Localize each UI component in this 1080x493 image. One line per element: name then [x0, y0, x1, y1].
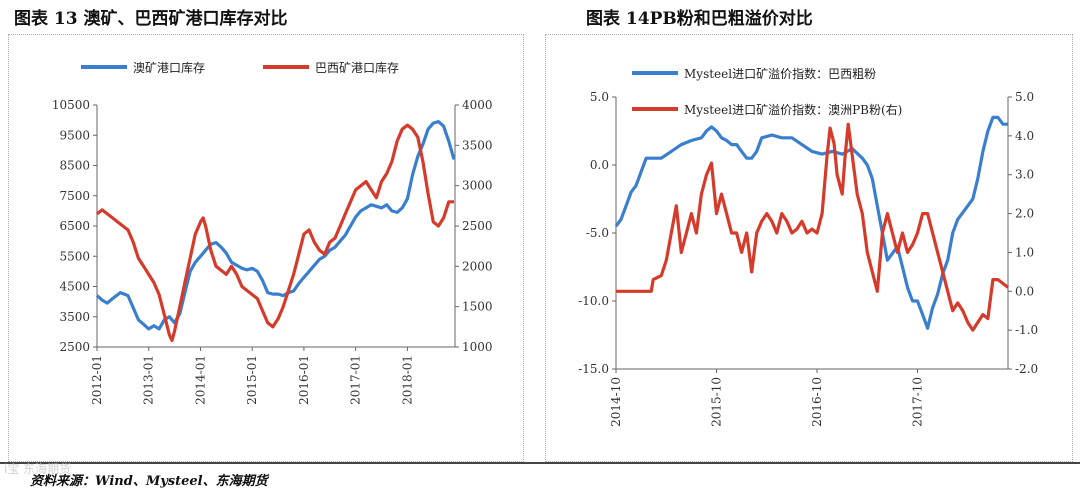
y-left-tick-label: 6500 [59, 219, 90, 233]
y-right-tick-label: 1500 [462, 300, 493, 314]
y-left-tick-label: 7500 [59, 189, 90, 203]
x-tick-label: 2014-10 [609, 377, 623, 427]
legend-label: 澳矿港口库存 [133, 60, 205, 75]
series-line-red [96, 123, 454, 343]
y-right-tick-label: 1.0 [1015, 245, 1034, 259]
y-left-tick-label: 0.0 [590, 158, 609, 172]
x-tick-label: 2014-01 [193, 355, 207, 405]
y-left-tick-label: 8500 [59, 159, 90, 173]
y-right-tick-label: 4000 [462, 98, 493, 112]
chart-panel-right: -15.0 -10.0 -5.0 0.0 5.0 -2.0 -1.0 0.0 1.0 2.0 3.0… [545, 34, 1073, 462]
y-left-tick-label: 10500 [52, 98, 90, 112]
y-right-tick-label: 3500 [462, 138, 493, 152]
series-line-red [616, 122, 1009, 332]
x-tick-label: 2018-01 [400, 355, 414, 405]
x-tick-label: 2013-01 [142, 355, 156, 405]
y-right-tick-label: -2.0 [1015, 362, 1038, 376]
watermark: i宝 东海期货 [4, 462, 72, 476]
y-right-tick-label: 0.0 [1015, 284, 1034, 298]
y-right-tick-label: 1000 [462, 340, 493, 354]
x-tick-label: 2016-10 [810, 377, 824, 427]
chart-right-svg: -15.0 -10.0 -5.0 0.0 5.0 -2.0 -1.0 0.0 1.0 2.0 3.0… [578, 66, 1038, 427]
y-right-tick-label: 3000 [462, 179, 493, 193]
y-left-tick-label: 5.0 [590, 90, 609, 104]
y-right-tick-label: 2.0 [1015, 207, 1034, 221]
y-left-tick-label: -10.0 [578, 294, 609, 308]
x-tick-label: 2017-01 [349, 355, 363, 405]
y-right-tick-label: 4.0 [1015, 129, 1034, 143]
y-left-tick-label: -5.0 [586, 226, 609, 240]
source-note: 资料来源：Wind、Mysteel、东海期货 [30, 474, 268, 489]
x-tick-label: 2017-10 [911, 377, 925, 427]
y-left-tick-label: 4500 [59, 280, 90, 294]
x-tick-label: 2016-01 [297, 355, 311, 405]
y-right-tick-label: 5.0 [1015, 90, 1034, 104]
y-left-tick-label: 9500 [59, 128, 90, 142]
x-tick-label: 2015-01 [245, 355, 259, 405]
chart-title-left: 图表 13 澳矿、巴西矿港口库存对比 [14, 9, 288, 29]
series-line-blue [614, 115, 1008, 330]
y-right-tick-label: 3.0 [1015, 168, 1034, 182]
chart-left-svg: 2500 3500 4500 5500 6500 7500 8500 9500 10500 100… [52, 60, 493, 405]
legend-label: Mysteel进口矿溢价指数：巴西粗粉 [684, 66, 876, 81]
y-right-tick-label: 2000 [462, 259, 493, 273]
y-left-tick-label: 5500 [59, 249, 90, 263]
y-right-tick-label: 2500 [462, 219, 493, 233]
y-right-tick-label: -1.0 [1015, 323, 1038, 337]
footer-rule [0, 462, 1080, 464]
legend-label: 巴西矿港口库存 [315, 60, 399, 75]
y-left-tick-label: 3500 [59, 310, 90, 324]
y-left-tick-label: -15.0 [578, 362, 609, 376]
series-line-blue [95, 120, 456, 331]
x-tick-label: 2015-10 [710, 377, 724, 427]
chart-title-right: 图表 14PB粉和巴粗溢价对比 [586, 9, 813, 29]
chart-panel-left: 2500 3500 4500 5500 6500 7500 8500 9500 10500 100… [8, 34, 524, 462]
x-tick-label: 2012-01 [90, 355, 104, 405]
y-left-tick-label: 2500 [59, 340, 90, 354]
legend-label: Mysteel进口矿溢价指数：澳洲PB粉(右) [684, 102, 902, 117]
